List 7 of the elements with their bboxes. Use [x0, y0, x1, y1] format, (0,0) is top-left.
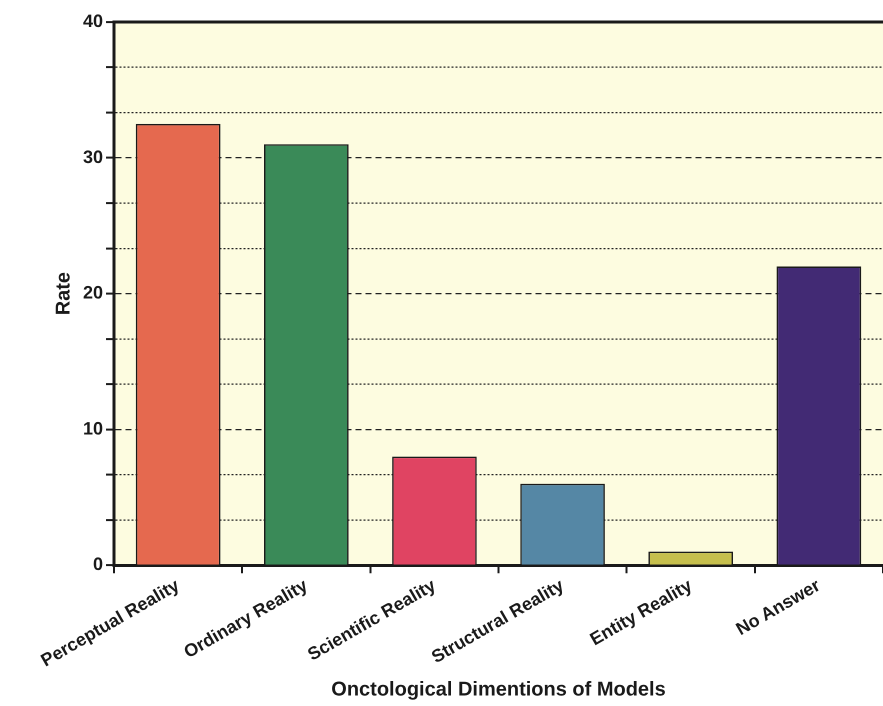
y-axis-title: Rate: [52, 272, 75, 316]
y-tick-label: 30: [82, 146, 104, 167]
y-tick-label: 40: [82, 10, 104, 31]
y-tick-label: 10: [82, 418, 104, 438]
y-tick-label: 20: [82, 282, 104, 303]
y-tick-label: 0: [93, 554, 104, 574]
x-axis-title: Onctological Dimentions of Models: [331, 678, 666, 701]
